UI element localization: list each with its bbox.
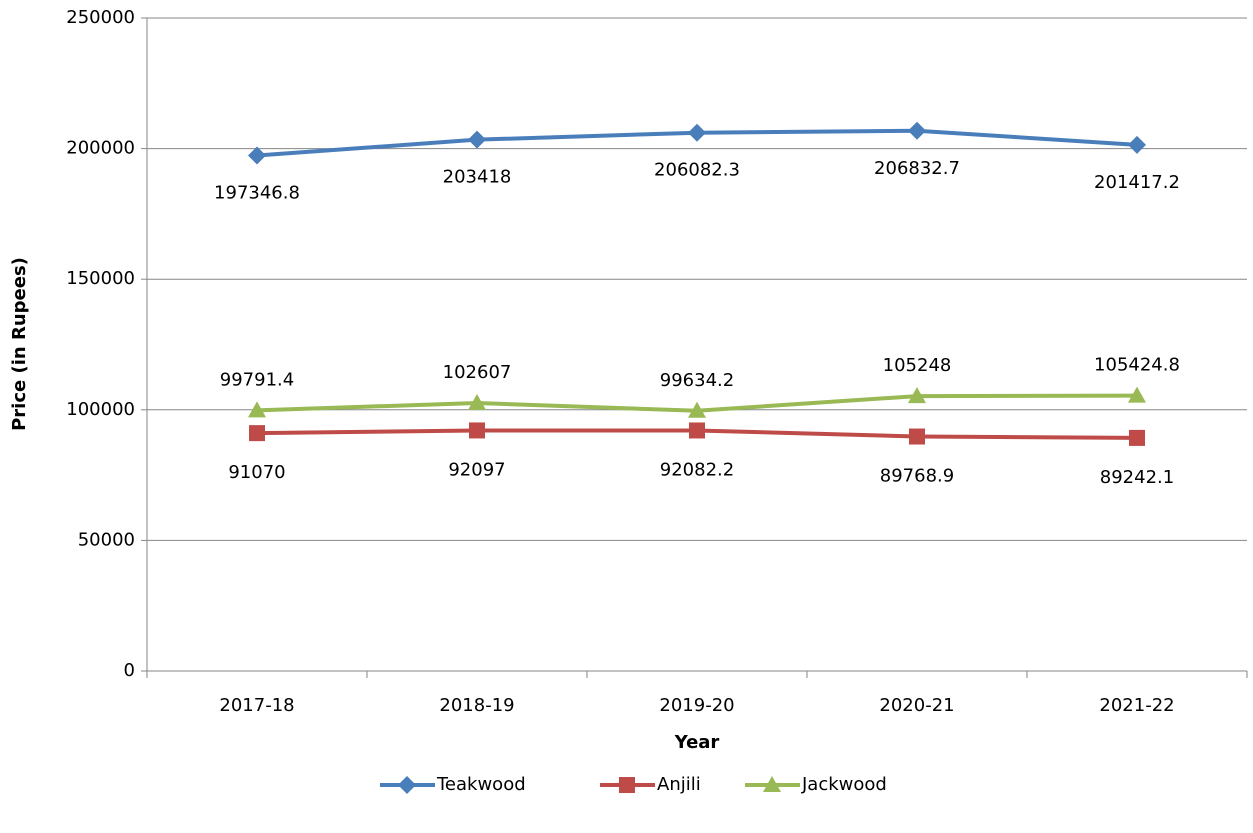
marker: [469, 422, 485, 439]
marker: [248, 146, 266, 165]
data-label: 206082.3: [654, 160, 740, 181]
data-label: 92082.2: [660, 459, 734, 480]
data-label: 89242.1: [1100, 467, 1174, 488]
x-tick-label: 2019-20: [659, 695, 734, 716]
marker: [689, 422, 705, 439]
data-label: 203418: [443, 167, 512, 188]
marker: [909, 428, 925, 445]
marker: [908, 387, 926, 404]
y-tick-label: 250000: [66, 7, 135, 28]
marker: [619, 777, 635, 793]
marker: [688, 401, 706, 418]
data-label: 99634.2: [660, 370, 734, 391]
data-label: 92097: [448, 459, 505, 480]
data-label: 89768.9: [880, 466, 954, 487]
marker: [468, 393, 486, 410]
y-tick-label: 100000: [66, 399, 135, 420]
data-label: 201417.2: [1094, 172, 1180, 193]
marker: [398, 776, 416, 794]
x-tick-label: 2020-21: [879, 695, 954, 716]
marker: [763, 776, 781, 792]
data-label: 99791.4: [220, 369, 294, 390]
data-label: 105424.8: [1094, 355, 1180, 376]
data-label: 91070: [228, 462, 285, 483]
data-label: 206832.7: [874, 158, 960, 179]
legend-label: Anjili: [657, 774, 701, 795]
marker: [1128, 135, 1146, 154]
x-tick-label: 2017-18: [219, 695, 294, 716]
x-tick-label: 2021-22: [1099, 695, 1174, 716]
marker: [1129, 429, 1145, 446]
x-axis-label: Year: [674, 732, 720, 753]
marker: [688, 123, 706, 142]
y-tick-label: 150000: [66, 268, 135, 289]
x-tick-label: 2018-19: [439, 695, 514, 716]
legend-label: Teakwood: [436, 774, 526, 795]
y-tick-label: 50000: [78, 529, 135, 550]
marker: [908, 121, 926, 140]
marker: [1128, 386, 1146, 403]
marker: [249, 425, 265, 442]
y-tick-label: 0: [124, 660, 135, 681]
marker: [468, 130, 486, 149]
y-axis-label: Price (in Rupees): [9, 257, 30, 431]
data-label: 105248: [883, 355, 952, 376]
y-tick-label: 200000: [66, 138, 135, 159]
data-label: 102607: [443, 362, 512, 383]
data-label: 197346.8: [214, 183, 300, 204]
legend-label: Jackwood: [801, 774, 887, 795]
marker: [248, 401, 266, 418]
